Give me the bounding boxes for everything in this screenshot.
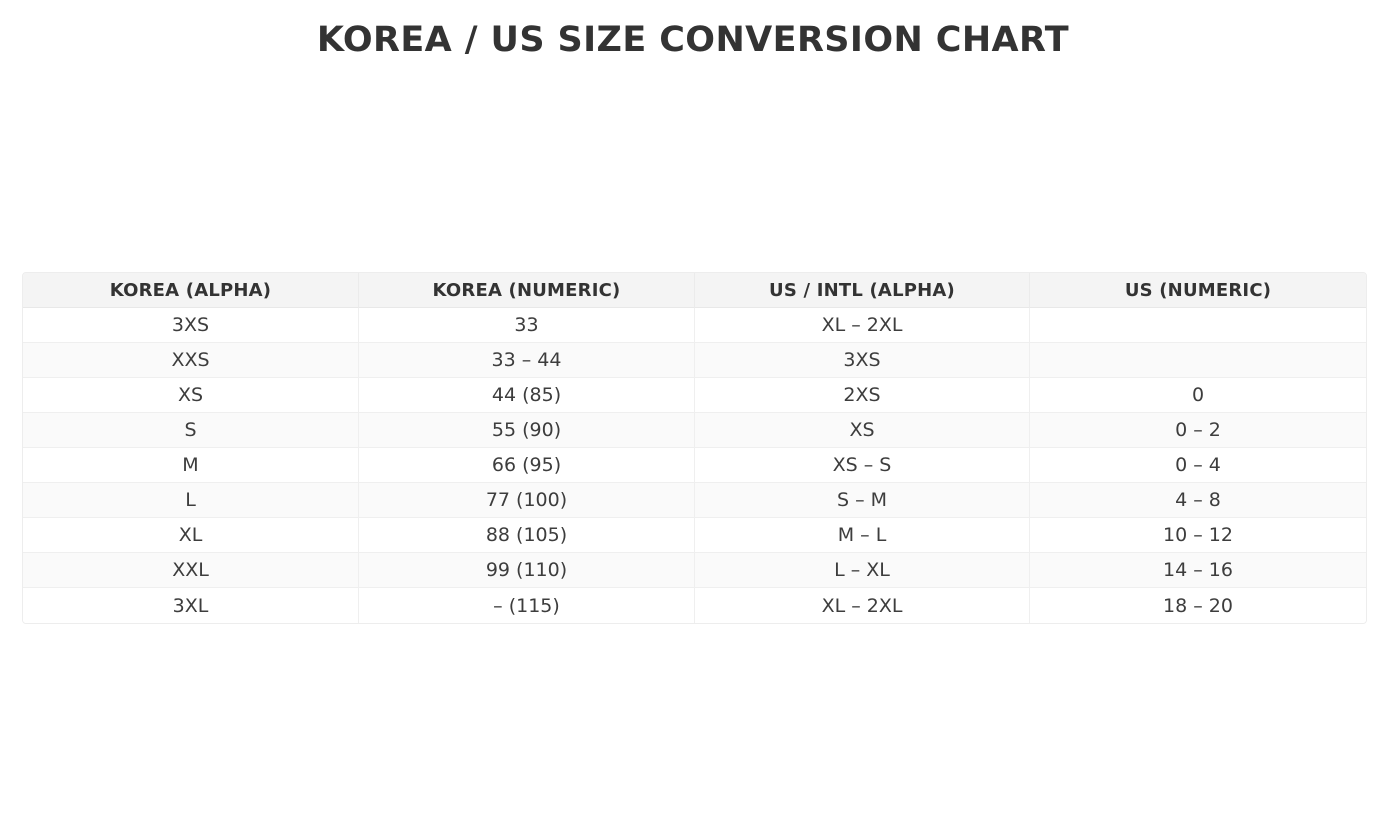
table-row: 3XS 33 XL – 2XL xyxy=(23,308,1366,343)
cell-us-numeric xyxy=(1030,343,1366,378)
cell-korea-alpha: L xyxy=(23,483,359,518)
cell-us-numeric: 10 – 12 xyxy=(1030,518,1366,553)
cell-korea-numeric: 77 (100) xyxy=(359,483,695,518)
column-header-us-numeric: US (NUMERIC) xyxy=(1030,273,1366,308)
cell-korea-numeric: 33 xyxy=(359,308,695,343)
table-header-row: KOREA (ALPHA) KOREA (NUMERIC) US / INTL … xyxy=(23,273,1366,308)
cell-us-numeric: 4 – 8 xyxy=(1030,483,1366,518)
table-row: S 55 (90) XS 0 – 2 xyxy=(23,413,1366,448)
cell-us-numeric: 0 – 4 xyxy=(1030,448,1366,483)
cell-korea-alpha: XXL xyxy=(23,553,359,588)
table-body: 3XS 33 XL – 2XL XXS 33 – 44 3XS XS 44 (85) 2XS 0 S… xyxy=(23,308,1366,623)
cell-us-numeric: 0 xyxy=(1030,378,1366,413)
cell-us-intl-alpha: XL – 2XL xyxy=(695,308,1030,343)
size-conversion-table-container: KOREA (ALPHA) KOREA (NUMERIC) US / INTL … xyxy=(22,272,1367,624)
page-title: KOREA / US SIZE CONVERSION CHART xyxy=(316,20,1070,60)
cell-us-intl-alpha: XS – S xyxy=(695,448,1030,483)
cell-korea-numeric: 33 – 44 xyxy=(359,343,695,378)
cell-korea-alpha: XS xyxy=(23,378,359,413)
cell-korea-alpha: 3XS xyxy=(23,308,359,343)
table-row: XL 88 (105) M – L 10 – 12 xyxy=(23,518,1366,553)
table-row: XXL 99 (110) L – XL 14 – 16 xyxy=(23,553,1366,588)
size-conversion-table: KOREA (ALPHA) KOREA (NUMERIC) US / INTL … xyxy=(22,272,1367,624)
column-header-us-intl-alpha: US / INTL (ALPHA) xyxy=(695,273,1030,308)
cell-korea-alpha: XXS xyxy=(23,343,359,378)
cell-us-intl-alpha: XS xyxy=(695,413,1030,448)
cell-korea-numeric: 88 (105) xyxy=(359,518,695,553)
column-header-korea-alpha: KOREA (ALPHA) xyxy=(23,273,359,308)
column-header-korea-numeric: KOREA (NUMERIC) xyxy=(359,273,695,308)
cell-us-numeric: 14 – 16 xyxy=(1030,553,1366,588)
cell-korea-numeric: 44 (85) xyxy=(359,378,695,413)
table-header: KOREA (ALPHA) KOREA (NUMERIC) US / INTL … xyxy=(23,273,1366,308)
cell-korea-numeric: 99 (110) xyxy=(359,553,695,588)
table-row: 3XL – (115) XL – 2XL 18 – 20 xyxy=(23,588,1366,623)
table-row: XS 44 (85) 2XS 0 xyxy=(23,378,1366,413)
cell-korea-alpha: XL xyxy=(23,518,359,553)
cell-us-numeric xyxy=(1030,308,1366,343)
cell-korea-numeric: 55 (90) xyxy=(359,413,695,448)
cell-us-intl-alpha: L – XL xyxy=(695,553,1030,588)
cell-us-intl-alpha: M – L xyxy=(695,518,1030,553)
cell-korea-alpha: M xyxy=(23,448,359,483)
cell-us-intl-alpha: S – M xyxy=(695,483,1030,518)
cell-us-intl-alpha: 2XS xyxy=(695,378,1030,413)
cell-korea-numeric: 66 (95) xyxy=(359,448,695,483)
cell-us-numeric: 0 – 2 xyxy=(1030,413,1366,448)
cell-korea-alpha: 3XL xyxy=(23,588,359,623)
cell-us-intl-alpha: 3XS xyxy=(695,343,1030,378)
table-row: XXS 33 – 44 3XS xyxy=(23,343,1366,378)
cell-us-numeric: 18 – 20 xyxy=(1030,588,1366,623)
cell-korea-alpha: S xyxy=(23,413,359,448)
cell-korea-numeric: – (115) xyxy=(359,588,695,623)
cell-us-intl-alpha: XL – 2XL xyxy=(695,588,1030,623)
